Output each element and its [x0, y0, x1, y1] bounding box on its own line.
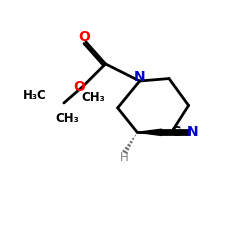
- Text: CH₃: CH₃: [82, 91, 105, 104]
- Polygon shape: [137, 129, 162, 136]
- Text: C: C: [170, 125, 180, 139]
- Text: O: O: [73, 80, 85, 94]
- Text: CH₃: CH₃: [56, 112, 80, 126]
- Text: H₃C: H₃C: [22, 89, 46, 102]
- Text: N: N: [134, 70, 145, 84]
- Text: H: H: [120, 151, 128, 164]
- Text: O: O: [79, 30, 90, 44]
- Text: N: N: [186, 125, 198, 139]
